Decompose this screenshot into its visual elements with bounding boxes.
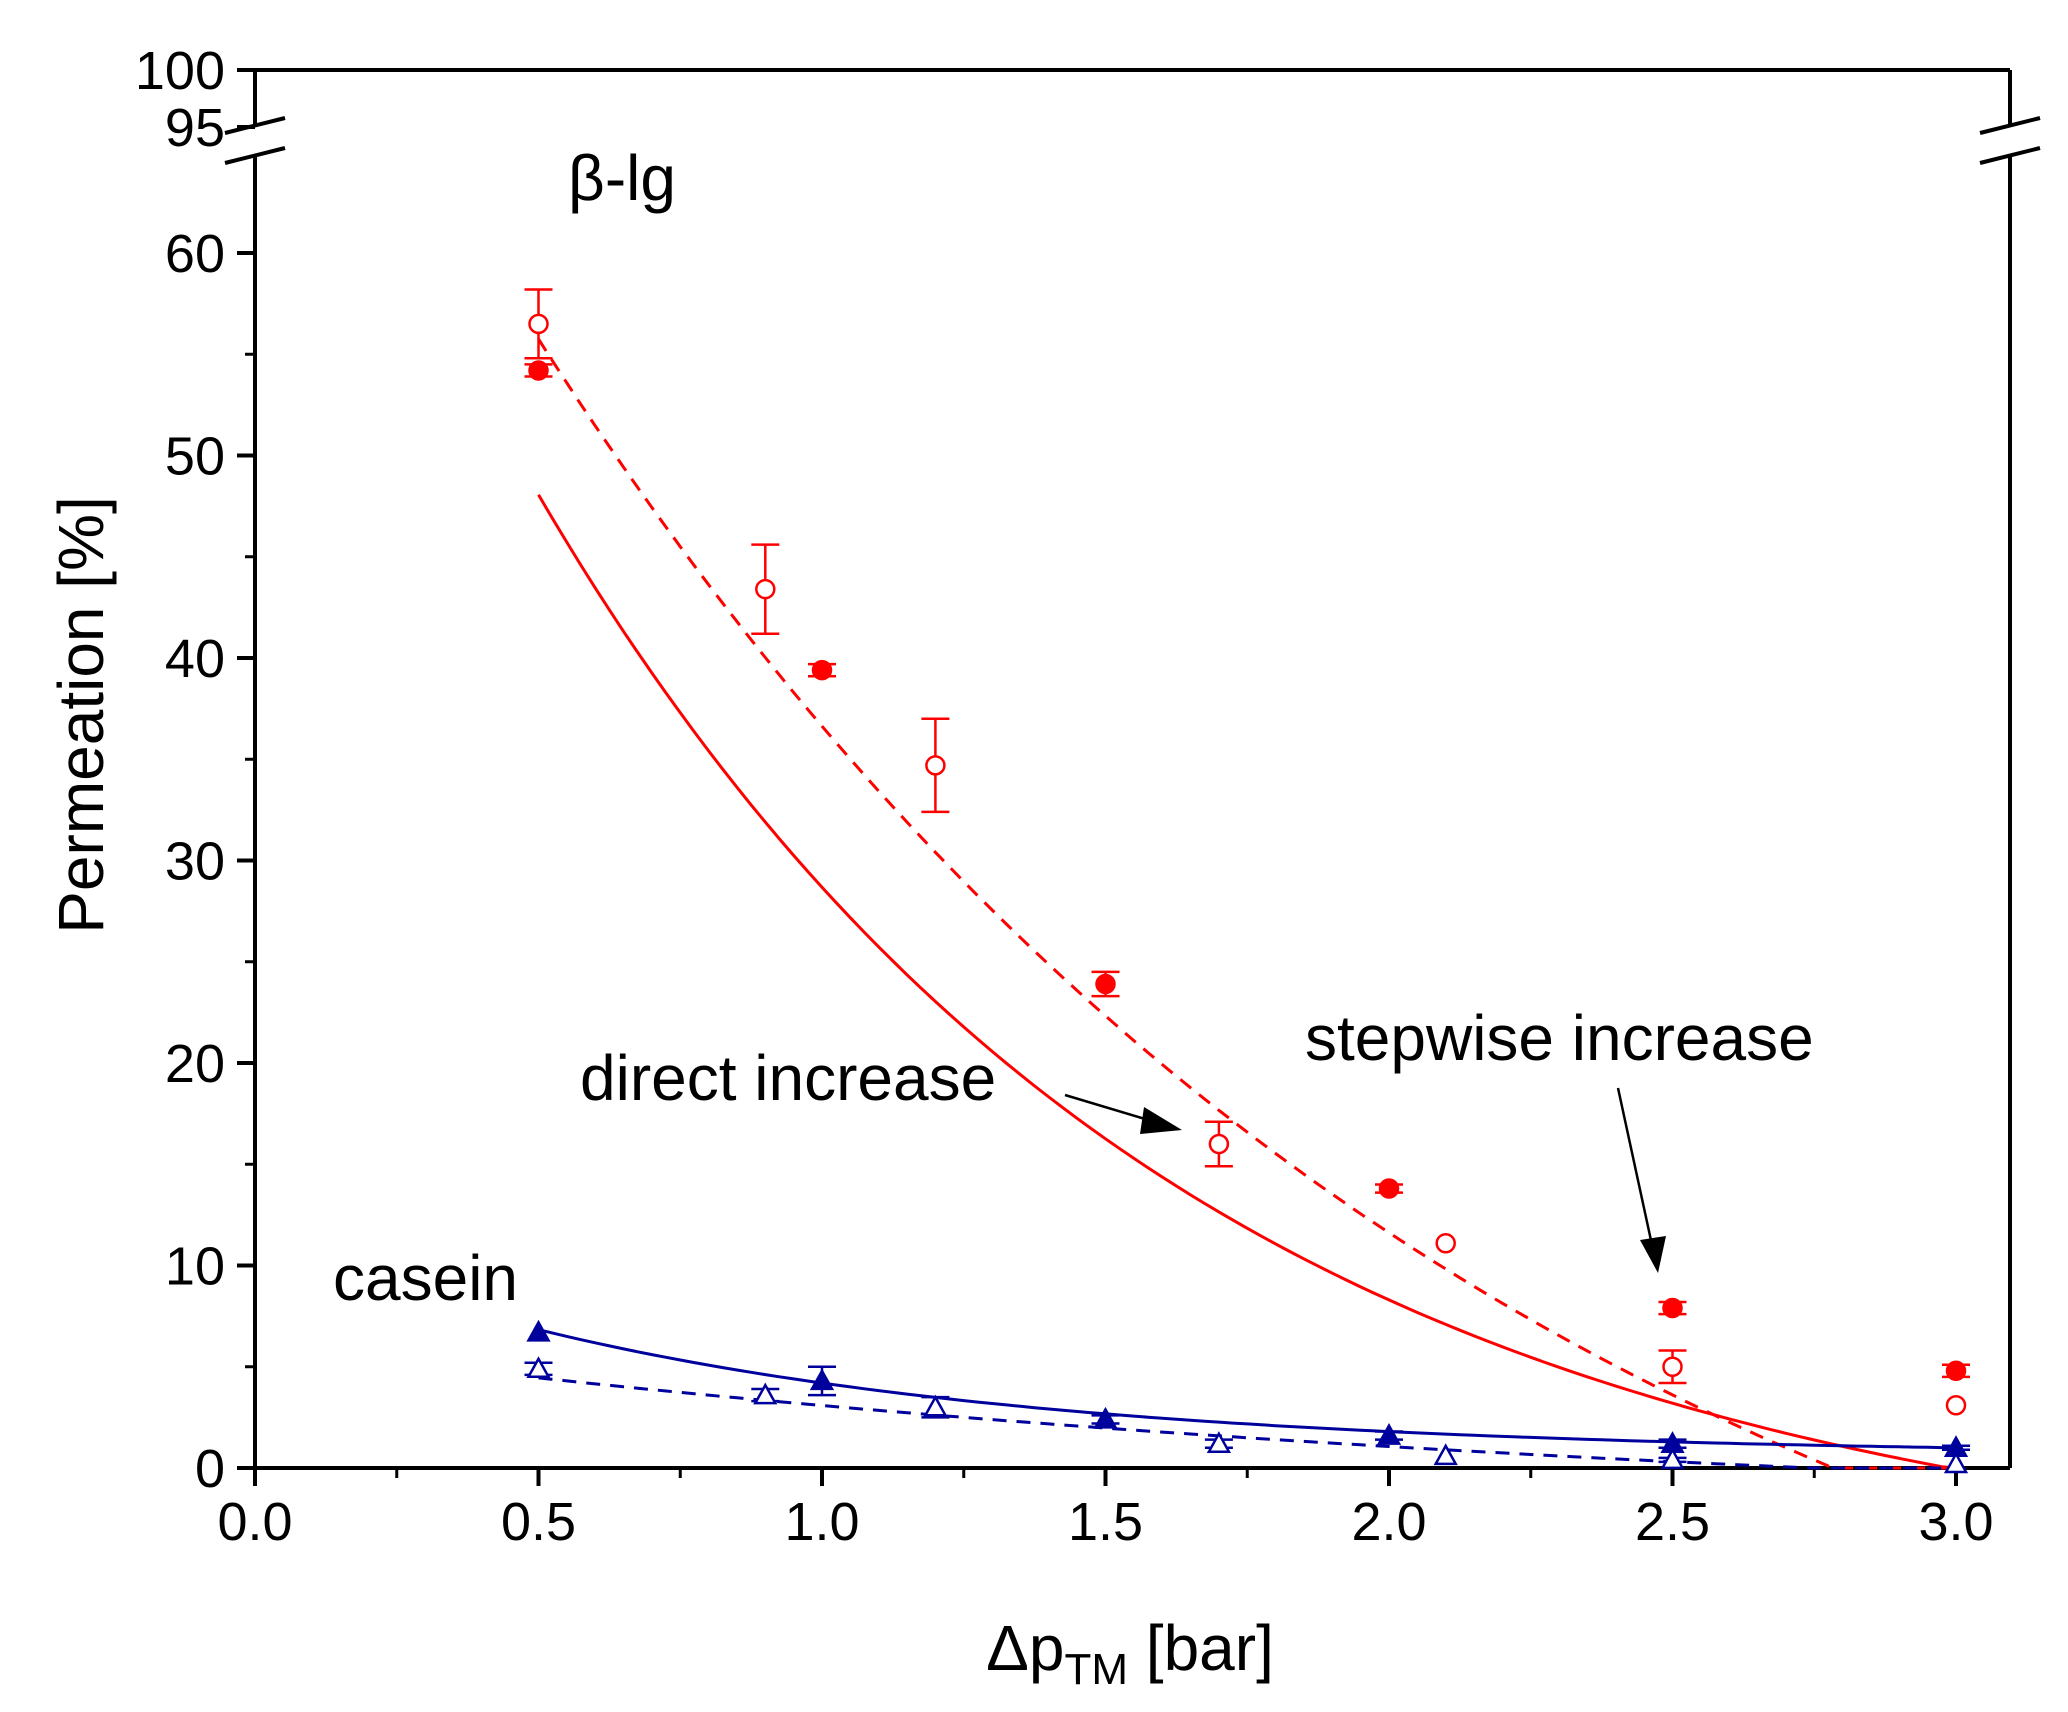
blg_stepwise-point: [528, 360, 549, 381]
x-tick-label: 0.0: [217, 1492, 292, 1552]
casein_stepwise-point: [809, 1368, 835, 1391]
x-axis-title-sub: TM: [1064, 1645, 1128, 1694]
blg_stepwise-point: [1095, 973, 1116, 995]
casein_stepwise-point: [526, 1319, 551, 1342]
casein_direct-point: [1660, 1447, 1685, 1470]
y-tick-label: 50: [165, 427, 225, 487]
direct-increase-arrow-head: [1140, 1107, 1182, 1134]
blg_direct-point: [1208, 1133, 1230, 1155]
blg_stepwise-point: [811, 659, 833, 681]
x-tick-label: 0.5: [501, 1492, 576, 1552]
casein_direct-point: [753, 1382, 778, 1405]
y-tick-label: 0: [195, 1439, 225, 1499]
blg_stepwise-point: [1662, 1297, 1683, 1319]
casein_direct-point: [1433, 1443, 1458, 1466]
y-tick-label: 30: [165, 832, 225, 892]
blg_direct-fit-curve: [537, 338, 1956, 1470]
blg_direct-point: [1435, 1232, 1456, 1254]
beta-lg-label: β-lg: [568, 142, 676, 214]
y-tick-label-upper: 100: [135, 41, 225, 101]
casein_direct-point: [1943, 1451, 1969, 1474]
y-tick-label: 40: [165, 629, 225, 689]
casein_stepwise-fit-curve: [538, 1328, 1957, 1450]
y-tick-label: 60: [165, 224, 225, 284]
axis-break-mark-right-lower: [1979, 146, 2041, 165]
casein_direct-point: [526, 1356, 551, 1379]
x-axis-title-unit: [bar]: [1128, 1612, 1274, 1684]
blg_stepwise-point: [1945, 1360, 1967, 1382]
x-tick-label: 3.0: [1918, 1492, 1993, 1552]
blg_direct-point: [1662, 1356, 1683, 1377]
x-tick-label: 2.5: [1635, 1492, 1710, 1552]
casein_direct-point: [1206, 1431, 1232, 1453]
x-tick-label: 1.5: [1068, 1492, 1143, 1552]
blg_stepwise-point: [1378, 1178, 1400, 1199]
fit-curves: [537, 338, 1957, 1470]
casein_direct-fit-curve: [538, 1376, 1956, 1470]
stepwise-increase-arrow-line: [1616, 1087, 1654, 1246]
blg_direct-point: [1945, 1394, 1967, 1416]
y-tick-label: 10: [165, 1237, 225, 1297]
axis-break-mark-right-upper: [1979, 116, 2041, 135]
blg_direct-point: [925, 755, 946, 776]
axis-break-mark-left-lower: [224, 146, 286, 165]
direct-increase-arrow-line: [1064, 1093, 1156, 1124]
x-tick-label: 1.0: [784, 1492, 859, 1552]
y-tick-label: 20: [165, 1034, 225, 1094]
data-points: [524, 288, 1970, 1474]
blg_direct-point: [755, 578, 776, 600]
y-tick-label-upper: 95: [165, 98, 225, 158]
x-axis-title-main: Δp: [986, 1612, 1064, 1684]
stepwise-increase-label: stepwise increase: [1305, 1002, 1814, 1074]
stepwise-increase-arrow-head: [1640, 1236, 1666, 1273]
annotations: β-lg casein direct increase stepwise inc…: [45, 142, 1814, 1694]
direct-increase-label: direct increase: [580, 1042, 996, 1114]
blg_direct-point: [528, 313, 549, 335]
casein_stepwise-point: [1093, 1406, 1118, 1429]
y-axis-title: Permeation [%]: [45, 496, 117, 934]
x-axis-title: ΔpTM [bar]: [986, 1612, 1274, 1694]
casein_stepwise-point: [1376, 1423, 1402, 1445]
casein-label: casein: [333, 1242, 518, 1314]
casein_direct-point: [923, 1394, 948, 1417]
x-tick-label: 2.0: [1351, 1492, 1426, 1552]
